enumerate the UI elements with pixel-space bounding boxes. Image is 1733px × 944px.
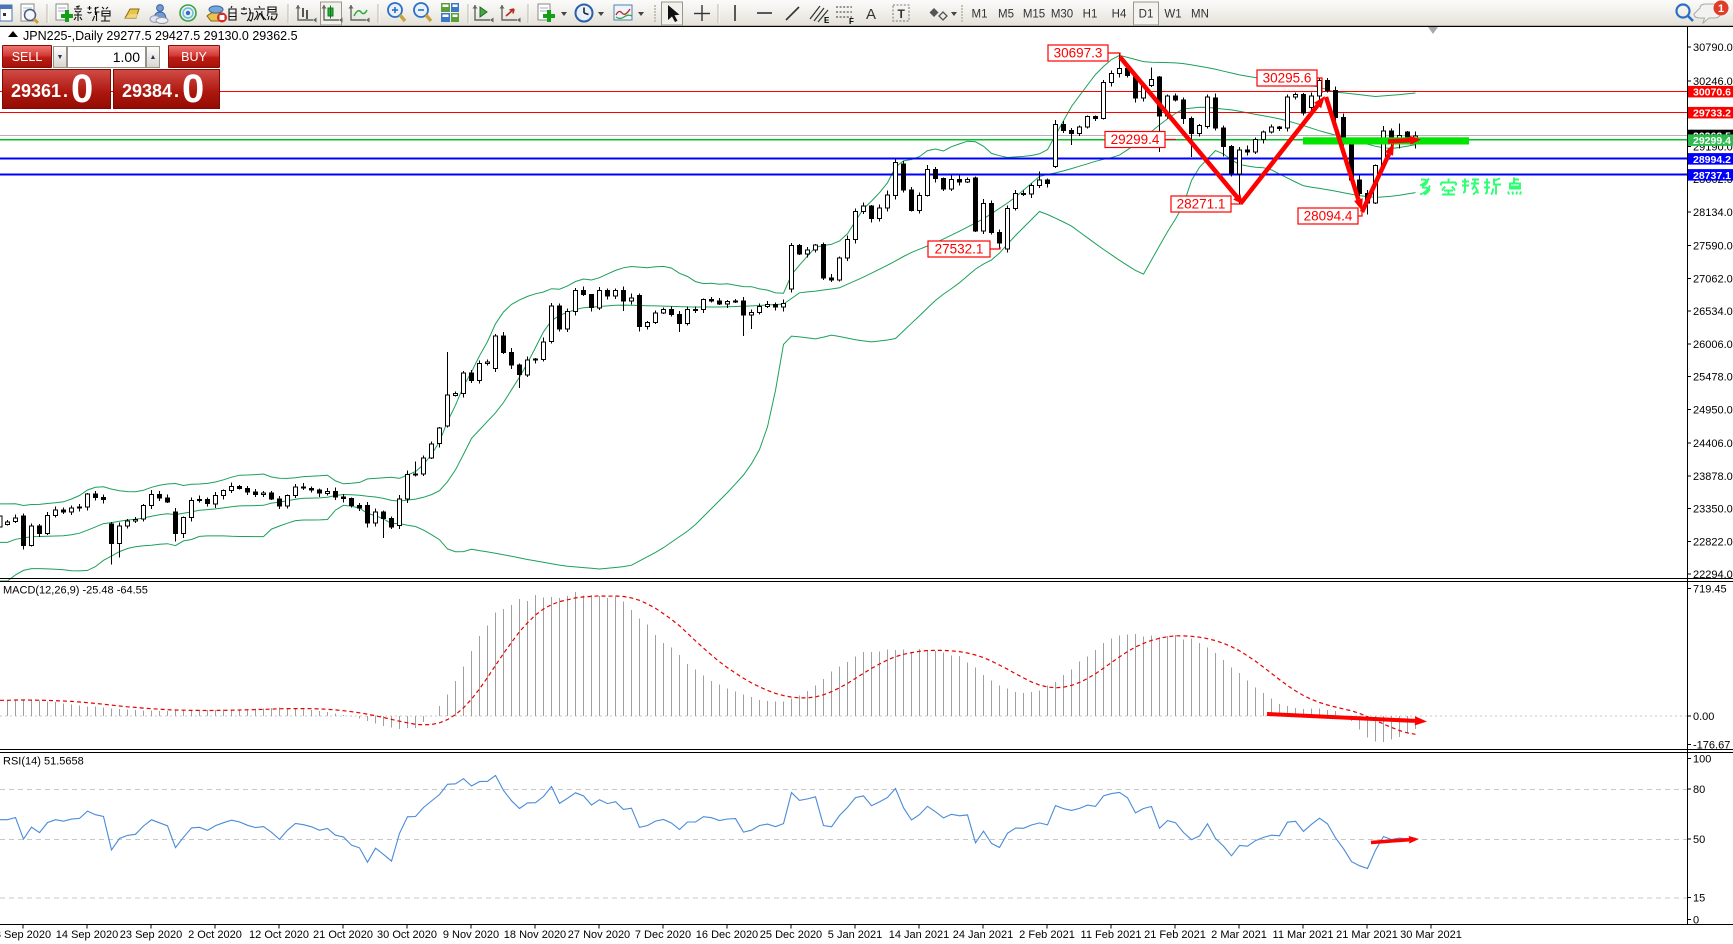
svg-text:RSI(14) 51.5658: RSI(14) 51.5658 <box>3 756 84 768</box>
svg-text:30295.6: 30295.6 <box>1263 71 1312 86</box>
svg-text:E: E <box>824 16 830 25</box>
svg-text:23 Sep 2020: 23 Sep 2020 <box>120 929 182 941</box>
svg-text:D1: D1 <box>1139 9 1154 21</box>
svg-text:2 Oct 2020: 2 Oct 2020 <box>188 929 242 941</box>
svg-text:26006.0: 26006.0 <box>1693 339 1733 351</box>
svg-text:14 Sep 2020: 14 Sep 2020 <box>56 929 118 941</box>
svg-text:29733.2: 29733.2 <box>1693 108 1731 120</box>
svg-text:100: 100 <box>1693 754 1711 766</box>
svg-text:22822.0: 22822.0 <box>1693 537 1733 549</box>
svg-text:M5: M5 <box>998 9 1014 21</box>
svg-text:7 Dec 2020: 7 Dec 2020 <box>635 929 691 941</box>
svg-text:24950.0: 24950.0 <box>1693 405 1733 417</box>
svg-text:23350.0: 23350.0 <box>1693 504 1733 516</box>
svg-text:80: 80 <box>1693 784 1705 796</box>
svg-text:30790.0: 30790.0 <box>1693 42 1733 54</box>
svg-text:22294.0: 22294.0 <box>1693 569 1733 581</box>
svg-text:719.45: 719.45 <box>1693 584 1727 596</box>
svg-text:28994.2: 28994.2 <box>1693 154 1731 166</box>
svg-text:21 Oct 2020: 21 Oct 2020 <box>313 929 373 941</box>
svg-text:28737.1: 28737.1 <box>1693 170 1731 182</box>
svg-text:30 Mar 2021: 30 Mar 2021 <box>1400 929 1462 941</box>
svg-text:27062.0: 27062.0 <box>1693 274 1733 286</box>
svg-text:23878.0: 23878.0 <box>1693 471 1733 483</box>
svg-text:MACD(12,26,9) -25.48 -64.55: MACD(12,26,9) -25.48 -64.55 <box>3 585 148 597</box>
svg-text:28134.0: 28134.0 <box>1693 207 1733 219</box>
svg-text:9 Nov 2020: 9 Nov 2020 <box>443 929 499 941</box>
svg-text:27532.1: 27532.1 <box>935 242 984 257</box>
svg-text:M15: M15 <box>1023 9 1045 21</box>
svg-text:F: F <box>849 17 854 26</box>
svg-text:27 Nov 2020: 27 Nov 2020 <box>568 929 630 941</box>
svg-text:0.00: 0.00 <box>1693 711 1714 723</box>
svg-text:21 Feb 2021: 21 Feb 2021 <box>1144 929 1206 941</box>
svg-text:25 Dec 2020: 25 Dec 2020 <box>760 929 822 941</box>
svg-text:M30: M30 <box>1051 9 1073 21</box>
svg-text:26534.0: 26534.0 <box>1693 306 1733 318</box>
svg-text:24 Jan 2021: 24 Jan 2021 <box>953 929 1014 941</box>
svg-text:2 Mar 2021: 2 Mar 2021 <box>1211 929 1267 941</box>
svg-text:MN: MN <box>1191 9 1209 21</box>
svg-text:1: 1 <box>1718 3 1724 15</box>
svg-text:50: 50 <box>1693 834 1705 846</box>
svg-text:28271.1: 28271.1 <box>1177 197 1226 212</box>
svg-text:H4: H4 <box>1112 9 1127 21</box>
svg-text:W1: W1 <box>1164 9 1181 21</box>
svg-text:29299.4: 29299.4 <box>1111 132 1160 147</box>
svg-text:H1: H1 <box>1083 9 1098 21</box>
svg-text:JPN225-,Daily 29277.5 29427.5: JPN225-,Daily 29277.5 29427.5 29130.0 29… <box>23 29 298 43</box>
svg-text:15: 15 <box>1693 892 1705 904</box>
svg-text:30697.3: 30697.3 <box>1054 46 1103 61</box>
svg-text:0: 0 <box>1693 915 1699 927</box>
svg-text:M1: M1 <box>972 9 988 21</box>
svg-text:A: A <box>866 6 876 23</box>
svg-text:27590.0: 27590.0 <box>1693 241 1733 253</box>
svg-text:24406.0: 24406.0 <box>1693 438 1733 450</box>
svg-text:12 Oct 2020: 12 Oct 2020 <box>249 929 309 941</box>
svg-text:30070.6: 30070.6 <box>1693 87 1731 99</box>
svg-text:28094.4: 28094.4 <box>1304 209 1353 224</box>
svg-text:14 Jan 2021: 14 Jan 2021 <box>889 929 950 941</box>
svg-text:5 Jan 2021: 5 Jan 2021 <box>828 929 882 941</box>
svg-text:18 Nov 2020: 18 Nov 2020 <box>504 929 566 941</box>
svg-text:T: T <box>898 7 906 21</box>
svg-text:11 Mar 2021: 11 Mar 2021 <box>1273 929 1334 941</box>
svg-text:16 Dec 2020: 16 Dec 2020 <box>696 929 758 941</box>
svg-text:30 Oct 2020: 30 Oct 2020 <box>377 929 437 941</box>
svg-text:11 Feb 2021: 11 Feb 2021 <box>1081 929 1142 941</box>
svg-text:-176.67: -176.67 <box>1693 740 1730 752</box>
svg-text:30246.0: 30246.0 <box>1693 76 1733 88</box>
svg-text:2 Feb 2021: 2 Feb 2021 <box>1019 929 1075 941</box>
svg-text:29299.4: 29299.4 <box>1693 135 1731 147</box>
svg-text:3 Sep 2020: 3 Sep 2020 <box>0 929 51 941</box>
svg-text:25478.0: 25478.0 <box>1693 372 1733 384</box>
svg-text:21 Mar 2021: 21 Mar 2021 <box>1336 929 1398 941</box>
